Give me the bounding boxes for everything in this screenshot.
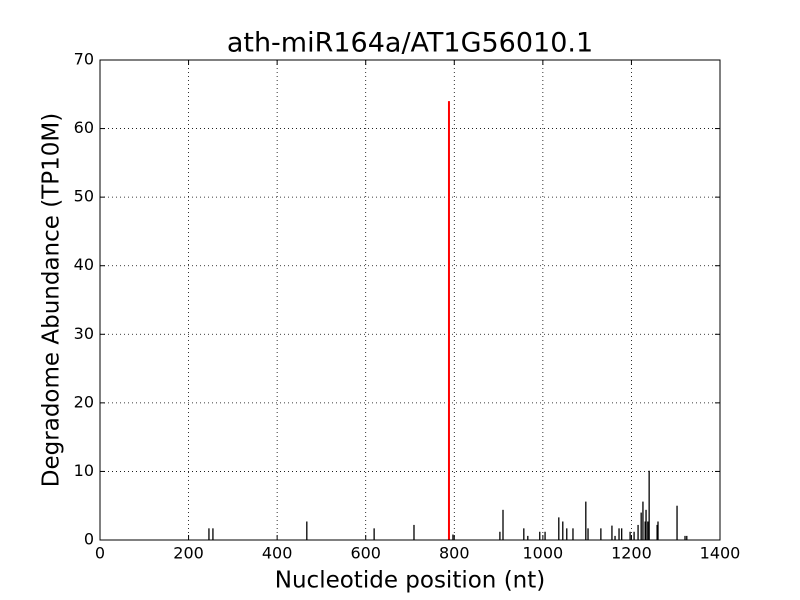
plot-frame (99, 59, 721, 541)
chart-title: ath-miR164a/AT1G56010.1 (227, 28, 593, 59)
x-tick-label: 400 (262, 544, 293, 563)
x-tick-label: 1200 (611, 544, 652, 563)
y-tick-label: 50 (74, 187, 94, 206)
x-tick-label: 200 (173, 544, 204, 563)
x-tick-label: 1400 (700, 544, 741, 563)
y-tick-label: 70 (74, 50, 94, 69)
y-tick-label: 10 (74, 461, 94, 480)
x-axis-label: Nucleotide position (nt) (275, 568, 545, 594)
x-tick-label: 800 (439, 544, 470, 563)
y-tick-label: 20 (74, 392, 94, 411)
y-tick-label: 40 (74, 255, 94, 274)
x-tick-label: 0 (95, 544, 105, 563)
y-tick-label: 60 (74, 118, 94, 137)
x-tick-label: 1000 (522, 544, 563, 563)
y-tick-label: 0 (84, 530, 94, 549)
y-tick-label: 30 (74, 324, 94, 343)
y-axis-label: Degradome Abundance (TP10M) (39, 113, 65, 487)
x-tick-label: 600 (350, 544, 381, 563)
